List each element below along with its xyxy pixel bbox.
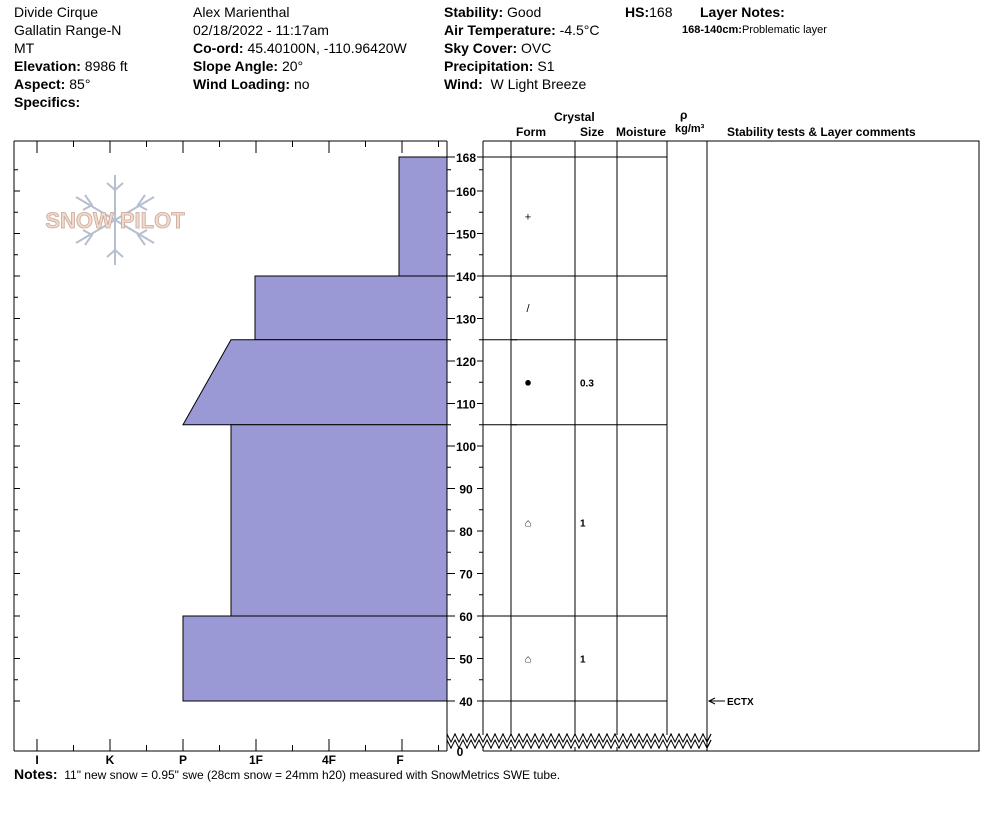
crystal-form: ● [524, 374, 532, 389]
depth-label: 80 [459, 525, 473, 539]
notes-label: Notes: [14, 766, 58, 782]
elevation-row: Elevation: 8986 ft [14, 57, 128, 75]
depth-label: 40 [459, 695, 473, 709]
stability-label: Stability: [444, 4, 504, 20]
precip-row: Precipitation: S1 [444, 57, 554, 75]
elevation-value: 8986 ft [84, 58, 128, 74]
stability-row: Stability: Good [444, 3, 541, 21]
wind-value: W Light Breeze [490, 76, 587, 92]
depth-label: 50 [459, 653, 473, 667]
snowflake-icon [75, 175, 155, 265]
stability-panel [706, 140, 980, 752]
depth-label: 60 [459, 610, 473, 624]
crystal-size: 1 [580, 655, 586, 666]
wind-loading-value: no [293, 76, 310, 92]
air-temp-row: Air Temperature: -4.5°C [444, 21, 600, 39]
test-arrow-head [707, 697, 716, 705]
hardness-label-p: P [179, 753, 187, 767]
coord-label: Co-ord: [193, 40, 244, 56]
range-name: Gallatin Range-N [14, 22, 122, 38]
depth-label: 90 [459, 483, 473, 497]
depth-zero-label: 0 [457, 745, 464, 759]
layer-note: 168-140cm:Problematic layer [682, 24, 827, 36]
slope-value: 20° [281, 58, 304, 74]
crystal-size: 1 [580, 519, 586, 530]
coord-row: Co-ord: 45.40100N, -110.96420W [193, 39, 407, 57]
state-name: MT [14, 40, 35, 56]
depth-label: 70 [459, 568, 473, 582]
crystal-header: Crystal [554, 110, 595, 124]
aspect-label: Aspect: [14, 76, 66, 92]
axis-break-lower-line [446, 738, 712, 750]
stability-value: Good [507, 4, 542, 20]
specifics-row: Specifics: [14, 93, 80, 111]
density-unit-header: kg/m³ [675, 123, 705, 135]
wind-loading-label: Wind Loading: [193, 76, 291, 92]
notes-text: 11" new snow = 0.95" swe (28cm snow = 24… [64, 768, 561, 782]
aspect-value: 85° [69, 76, 91, 92]
observer-name: Alex Marienthal [193, 4, 290, 20]
sky-row: Sky Cover: OVC [444, 39, 551, 57]
precip-value: S1 [537, 58, 555, 74]
axis-break-upper-line [446, 732, 712, 744]
depth-label: 168 [456, 151, 476, 165]
rho-header: ρ [680, 108, 688, 122]
sky-label: Sky Cover: [444, 40, 518, 56]
precip-label: Precipitation: [444, 58, 534, 74]
elevation-label: Elevation: [14, 58, 81, 74]
notes-row: Notes: 11" new snow = 0.95" swe (28cm sn… [14, 765, 560, 784]
observation-datetime: 02/18/2022 - 11:17am [193, 22, 329, 38]
slope-label: Slope Angle: [193, 58, 279, 74]
size-header: Size [580, 125, 605, 139]
depth-label: 100 [456, 440, 476, 454]
aspect-row: Aspect: 85° [14, 75, 90, 93]
hardness-bar [254, 275, 448, 341]
coord-value: 45.40100N, -110.96420W [247, 40, 407, 56]
slope-row: Slope Angle: 20° [193, 57, 303, 75]
crystal-form: / [526, 303, 530, 315]
logo-text: SNOW PILOT [45, 208, 185, 233]
stability-tests-header: Stability tests & Layer comments [727, 125, 916, 139]
crystal-form: ⌂ [525, 654, 532, 666]
hardness-label-1f: 1F [249, 753, 263, 767]
hardness-bar [230, 424, 448, 617]
snowpilot-logo: SNOW PILOT [45, 175, 186, 265]
hardness-bar [182, 615, 448, 702]
crystal-form: ⌂ [525, 518, 532, 530]
hs-value: 168 [649, 4, 673, 20]
layer-note-range: 168-140cm: [682, 24, 742, 36]
depth-label: 160 [456, 185, 476, 199]
form-header: Form [516, 125, 546, 139]
wind-row: Wind: W Light Breeze [444, 75, 586, 93]
hs-label: HS: [625, 4, 650, 20]
depth-label: 140 [456, 270, 476, 284]
hardness-label-k: K [106, 753, 115, 767]
hardness-label-i: I [35, 753, 38, 767]
depth-label: 110 [456, 398, 476, 412]
moisture-header: Moisture [616, 125, 667, 139]
depth-label: 150 [456, 228, 476, 242]
wind-label: Wind: [444, 76, 483, 92]
hardness-label-f: F [396, 753, 403, 767]
hs-row: HS:168 [625, 3, 672, 21]
wind-loading-row: Wind Loading: no [193, 75, 310, 93]
hardness-bar [182, 339, 448, 426]
sky-value: OVC [521, 40, 552, 56]
crystal-form: + [525, 212, 531, 224]
depth-label: 130 [456, 313, 476, 327]
air-temp-label: Air Temperature: [444, 22, 556, 38]
hardness-bar [398, 156, 448, 277]
layer-notes-label: Layer Notes: [700, 4, 785, 20]
crystal-size: 0.3 [580, 378, 594, 389]
depth-label: 120 [456, 355, 476, 369]
stability-test-label: ECTX [727, 697, 754, 708]
air-temp-value: -4.5°C [559, 22, 600, 38]
hardness-label-4f: 4F [322, 753, 336, 767]
location-name: Divide Cirque [14, 4, 99, 20]
specifics-label: Specifics: [14, 94, 81, 110]
layer-note-text: Problematic layer [741, 24, 827, 36]
